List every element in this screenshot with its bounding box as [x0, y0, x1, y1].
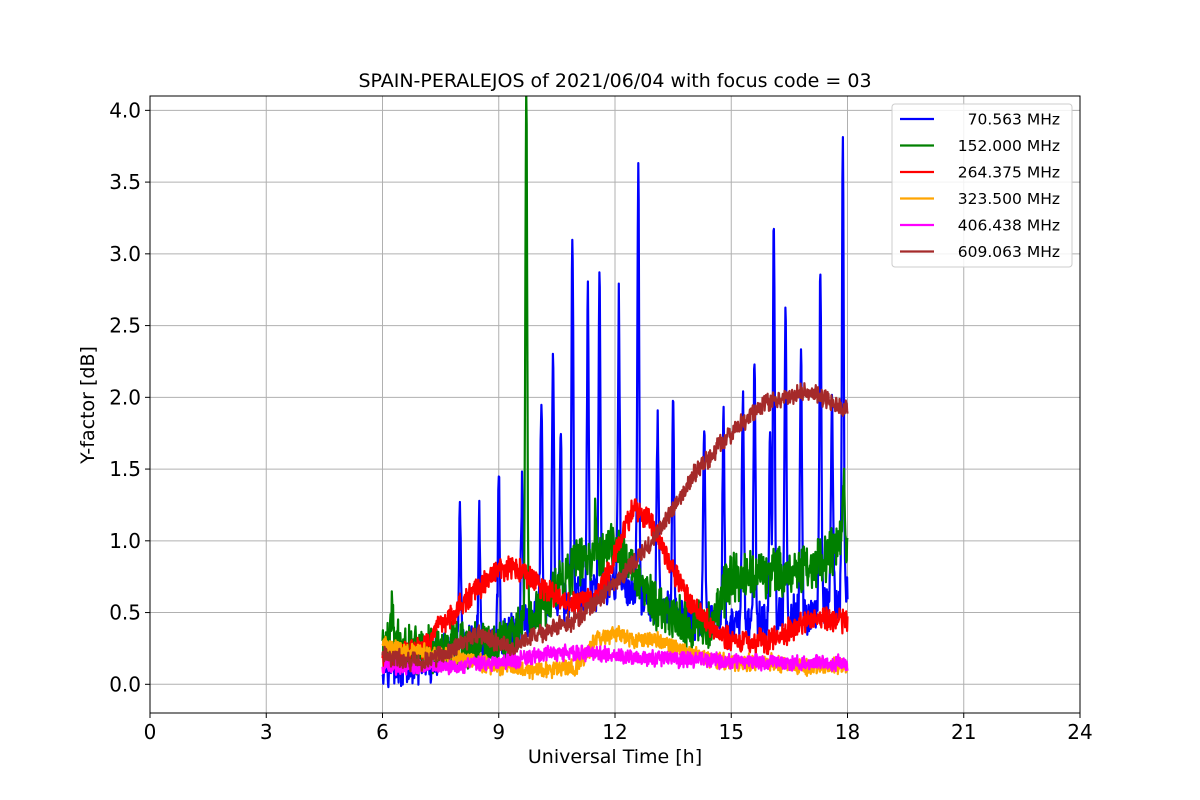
- y-tick-label: 3.0: [109, 242, 141, 266]
- legend: 70.563 MHz 152.000 MHz 264.375 MHz 323.500 …: [891, 103, 1073, 268]
- y-tick-label: 2.0: [109, 385, 141, 409]
- legend-entry-label: 609.063 MHz: [958, 243, 1060, 261]
- series-line: [381, 643, 849, 676]
- series-line: [381, 498, 849, 671]
- legend-entry-label: 70.563 MHz: [968, 111, 1060, 129]
- x-tick-label: 15: [719, 720, 744, 744]
- y-axis-label: Y-factor [dB]: [77, 346, 99, 465]
- y-tick-label: 1.0: [109, 529, 141, 553]
- series-line: [381, 625, 849, 681]
- legend-entry-label: 264.375 MHz: [958, 164, 1060, 182]
- x-tick-label: 21: [951, 720, 976, 744]
- legend-entry-label: 406.438 MHz: [958, 217, 1060, 235]
- plot-area: [381, 96, 849, 689]
- legend-entry-label: 152.000 MHz: [958, 137, 1060, 155]
- series-layer: [381, 96, 849, 689]
- x-axis: 0 3 6 9 12 15 18 21 24: [144, 713, 1093, 744]
- x-tick-label: 12: [602, 720, 627, 744]
- x-tick-label: 3: [260, 720, 273, 744]
- legend-entry-label: 323.500 MHz: [958, 190, 1060, 208]
- y-axis: 0.0 0.5 1.0 1.5 2.0 2.5 3.0 3.5 4.0: [109, 98, 150, 696]
- y-tick-label: 0.0: [109, 672, 141, 696]
- x-tick-label: 24: [1067, 720, 1092, 744]
- x-tick-label: 0: [144, 720, 157, 744]
- x-axis-label: Universal Time [h]: [528, 746, 702, 768]
- y-tick-label: 1.5: [109, 457, 141, 481]
- y-tick-label: 4.0: [109, 98, 141, 122]
- series-line: [381, 382, 849, 673]
- y-tick-label: 3.5: [109, 170, 141, 194]
- x-tick-label: 18: [835, 720, 860, 744]
- chart-title: SPAIN-PERALEJOS of 2021/06/04 with focus…: [358, 70, 871, 92]
- x-tick-label: 9: [492, 720, 505, 744]
- y-tick-label: 0.5: [109, 601, 141, 625]
- legend-box: [891, 103, 1073, 268]
- x-tick-label: 6: [376, 720, 389, 744]
- y-tick-label: 2.5: [109, 314, 141, 338]
